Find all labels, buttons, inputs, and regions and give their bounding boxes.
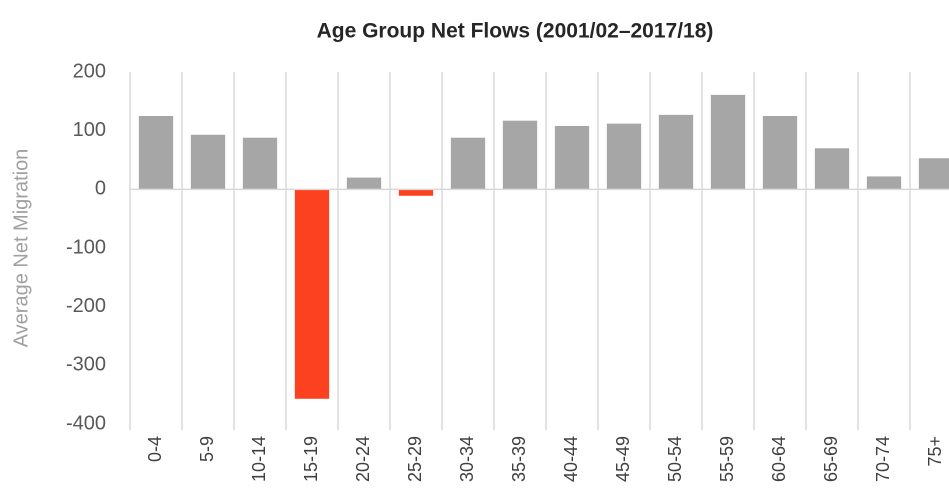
y-tick-label: 0 (95, 178, 106, 200)
y-axis-label: Average Net Migration (10, 149, 32, 348)
bar (502, 120, 538, 190)
x-tick-label: 30-34 (457, 436, 477, 482)
bar (606, 123, 642, 190)
y-tick-label: -100 (66, 236, 106, 258)
x-tick-label: 60-64 (769, 436, 789, 482)
y-tick-label: 100 (73, 119, 106, 141)
y-tick-label: -200 (66, 295, 106, 317)
x-tick-label: 0-4 (145, 436, 165, 462)
bar (918, 158, 949, 190)
x-tick-label: 20-24 (353, 436, 373, 482)
y-tick-label: 200 (73, 60, 106, 82)
bar (190, 134, 226, 190)
bar (710, 94, 746, 190)
bar (658, 114, 694, 190)
x-tick-label: 65-69 (821, 436, 841, 482)
x-tick-label: 35-39 (509, 436, 529, 482)
bar (554, 125, 590, 190)
x-tick-label: 50-54 (665, 436, 685, 482)
bar (762, 116, 798, 190)
bar (814, 148, 850, 190)
bar (294, 189, 330, 399)
x-tick-label: 25-29 (405, 436, 425, 482)
x-tick-label: 55-59 (717, 436, 737, 482)
bar (138, 116, 174, 190)
y-tick-label: -300 (66, 354, 106, 376)
x-tick-label: 45-49 (613, 436, 633, 482)
y-tick-label: -400 (66, 412, 106, 434)
x-tick-label: 40-44 (561, 436, 581, 482)
x-tick-label: 10-14 (249, 436, 269, 482)
bar (450, 137, 486, 190)
x-tick-label: 5-9 (197, 436, 217, 462)
chart-title: Age Group Net Flows (2001/02–2017/18) (317, 20, 714, 43)
bar (398, 189, 434, 196)
bar (242, 137, 278, 190)
bar (866, 176, 902, 190)
bar (346, 177, 382, 190)
x-tick-label: 70-74 (873, 436, 893, 482)
x-tick-label: 15-19 (301, 436, 321, 482)
x-tick-label: 75+ (925, 436, 945, 467)
